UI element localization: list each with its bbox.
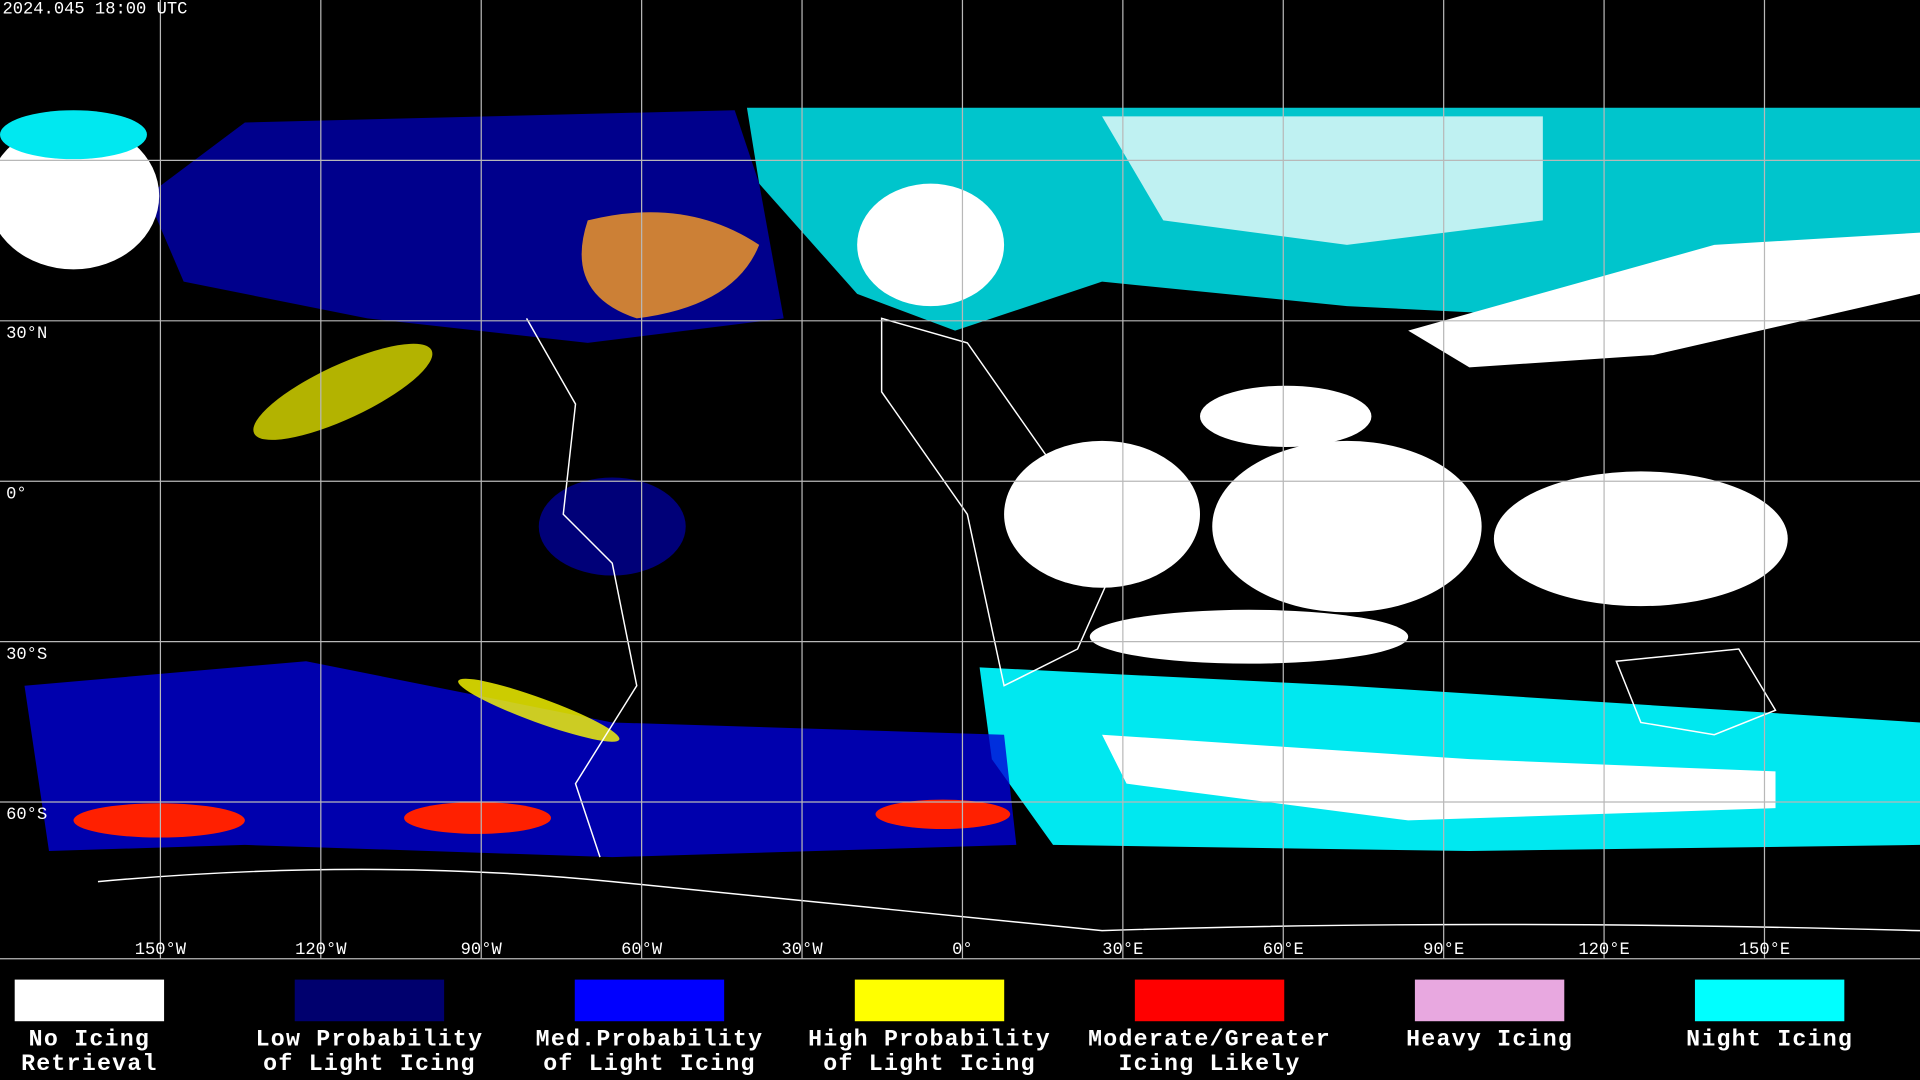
- cloud: [857, 183, 1005, 307]
- legend-label: of Light Icing: [543, 1051, 755, 1077]
- icing-south: [24, 661, 1017, 858]
- legend-label: Moderate/Greater: [1088, 1027, 1331, 1053]
- longitude-label: 60°E: [1263, 941, 1304, 960]
- latitude-label: 0°: [6, 485, 27, 504]
- cloud: [0, 122, 160, 270]
- legend-swatch: [1134, 979, 1285, 1022]
- cloud: [1089, 609, 1409, 664]
- coastline: [525, 318, 638, 858]
- cloud: [1212, 440, 1482, 613]
- latitude-label: 60°S: [6, 806, 47, 825]
- icing-moderate: [73, 803, 245, 838]
- latitude-label: 30°N: [6, 325, 47, 344]
- legend-label: Icing Likely: [1118, 1051, 1300, 1077]
- legend-label: No Icing: [29, 1027, 150, 1053]
- graticule: [0, 0, 1920, 960]
- legend-item: Night Icing: [1686, 979, 1853, 1053]
- legend-swatch: [574, 979, 725, 1022]
- cloud-band: [1102, 734, 1776, 821]
- timestamp: 2024.045 18:00 UTC: [2, 0, 187, 19]
- coastline: [97, 868, 1920, 932]
- legend-label: Retrieval: [21, 1051, 158, 1077]
- legend-label: Night Icing: [1686, 1027, 1853, 1053]
- cloud-band: [1408, 232, 1920, 368]
- axis-labels: 150°W 120°W 90°W 60°W 30°W 0° 30°E 60°E 90°E 120°…: [6, 325, 1790, 960]
- longitude-label: 120°W: [295, 941, 347, 960]
- icing-moderate: [875, 799, 1011, 829]
- legend-label: of Light Icing: [823, 1051, 1035, 1077]
- legend-swatch: [294, 979, 445, 1022]
- legend-swatch: [854, 979, 1005, 1022]
- legend-label: High Probability: [808, 1027, 1051, 1053]
- cloud: [1200, 385, 1372, 447]
- legend-label: Heavy Icing: [1406, 1027, 1573, 1053]
- map-imagery: [0, 107, 1920, 932]
- longitude-label: 60°W: [621, 941, 663, 960]
- icing-high: [458, 678, 620, 742]
- longitude-label: 90°E: [1423, 941, 1464, 960]
- legend-swatch: [14, 979, 165, 1022]
- legend-label: Med.Probability: [536, 1027, 764, 1053]
- longitude-label: 120°E: [1578, 941, 1629, 960]
- legend-item: Heavy Icing: [1406, 979, 1573, 1053]
- night-icing: [0, 110, 147, 160]
- icing-tropics: [538, 477, 686, 576]
- longitude-label: 150°W: [135, 941, 187, 960]
- legend-label: of Light Icing: [263, 1051, 475, 1077]
- icing-moderate: [404, 802, 552, 834]
- legend-label: Low Probability: [256, 1027, 484, 1053]
- coastline: [880, 317, 1128, 687]
- icing-swirl: [581, 212, 760, 319]
- longitude-label: 0°: [952, 941, 973, 960]
- cloud-north: [1102, 116, 1543, 245]
- longitude-label: 30°W: [781, 941, 823, 960]
- legend-swatch: [1694, 979, 1845, 1022]
- legend-swatch: [1414, 979, 1565, 1022]
- longitude-label: 150°E: [1739, 941, 1790, 960]
- latitude-label: 30°S: [6, 646, 47, 665]
- longitude-label: 90°W: [461, 941, 503, 960]
- coastline: [1615, 648, 1777, 736]
- icing-high: [253, 343, 433, 440]
- longitude-label: 30°E: [1102, 941, 1143, 960]
- cloud: [1493, 471, 1788, 607]
